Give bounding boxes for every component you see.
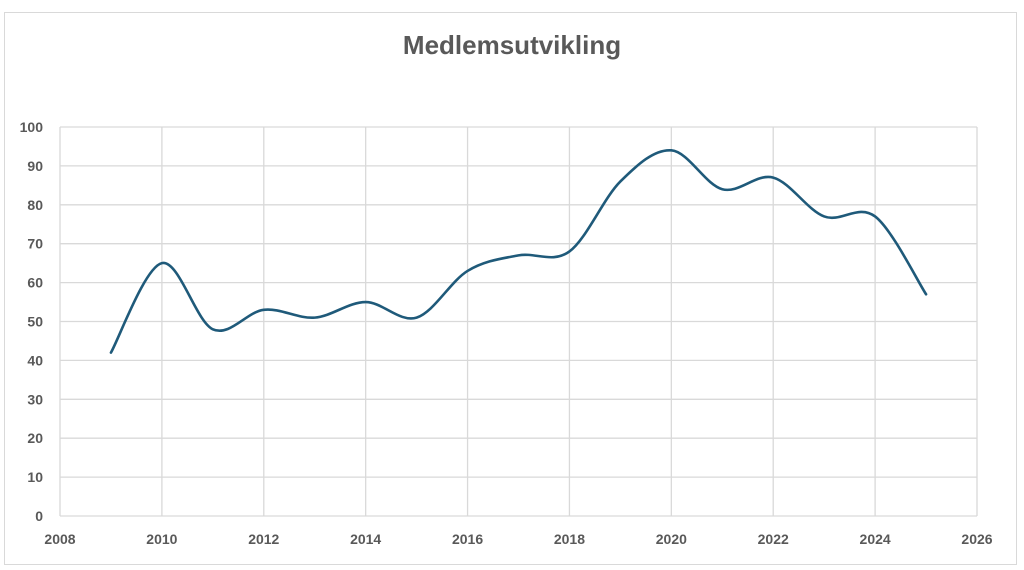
y-tick-label: 100 [20,119,44,135]
x-tick-label: 2020 [656,531,687,547]
y-tick-label: 0 [35,508,43,524]
chart-frame [4,12,1017,565]
x-tick-label: 2018 [554,531,585,547]
x-tick-label: 2008 [44,531,75,547]
x-tick-label: 2016 [452,531,483,547]
x-tick-label: 2010 [146,531,177,547]
y-tick-label: 30 [27,391,43,407]
x-tick-label: 2024 [860,531,891,547]
y-tick-label: 90 [27,158,43,174]
y-tick-label: 80 [27,197,43,213]
x-tick-label: 2012 [248,531,279,547]
x-tick-label: 2014 [350,531,381,547]
series-layer [109,149,928,354]
x-tick-label: 2026 [961,531,992,547]
chart-title: Medlemsutvikling [402,30,622,60]
x-axis-ticks: 2008 2010 2012 2014 2016 2018 2020 2022 2024 2026 [44,531,992,547]
y-tick-label: 20 [27,430,43,446]
x-tick-label: 2022 [758,531,789,547]
y-tick-label: 60 [27,275,43,291]
grid-lines [59,126,978,517]
y-tick-label: 50 [27,314,43,330]
y-axis-ticks: 0 10 20 30 40 50 60 70 80 90 100 [20,119,44,524]
y-tick-label: 70 [27,236,43,252]
y-tick-label: 10 [27,469,43,485]
y-tick-label: 40 [27,352,43,368]
series-line [109,149,928,354]
